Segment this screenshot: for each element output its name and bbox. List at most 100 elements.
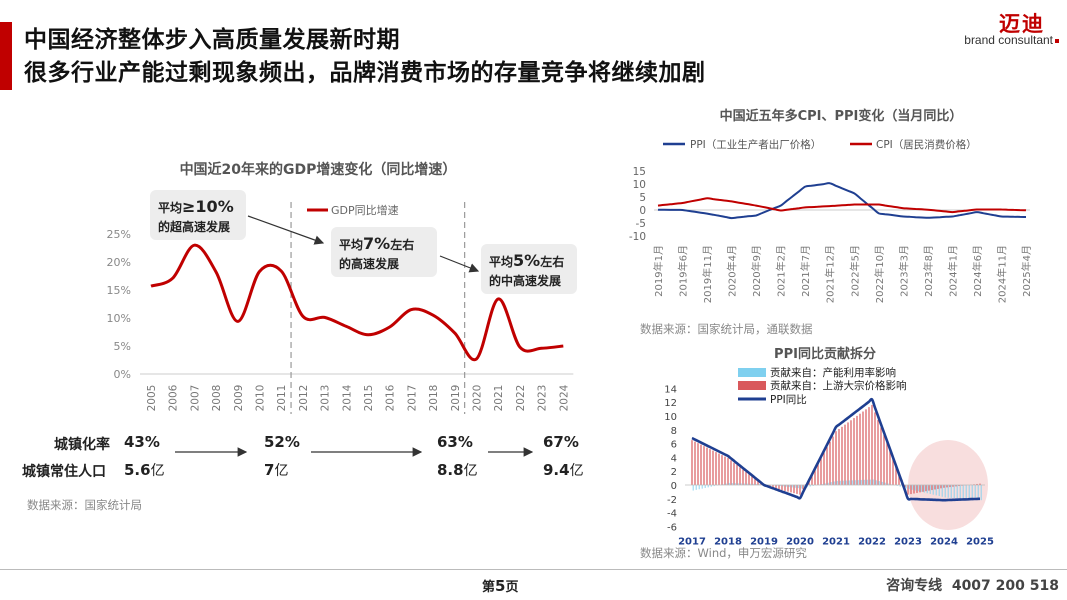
ppi-x-tick: 2021	[822, 536, 850, 547]
upstream-bar	[739, 467, 741, 485]
capacity-bar	[965, 485, 967, 500]
capacity-bar	[845, 480, 847, 485]
upstream-bar	[907, 485, 909, 495]
cpi-y-tick: -10	[629, 231, 646, 243]
upstream-bar	[829, 441, 831, 485]
urban-pop-2012: 7亿	[264, 461, 289, 479]
ppi-y-tick: 6	[671, 440, 677, 451]
capacity-bar	[848, 480, 850, 485]
urban-rate-label: 城镇化率	[54, 437, 110, 453]
capacity-bar	[911, 485, 913, 490]
upstream-bar	[910, 485, 912, 495]
svg-text:平均5%左右: 平均5%左右	[489, 251, 564, 270]
upstream-bar	[931, 485, 933, 491]
cpi-y-tick: 0	[639, 205, 646, 217]
stats-arrows	[175, 447, 534, 457]
upstream-bar	[886, 442, 888, 485]
capacity-bar	[941, 485, 943, 497]
upstream-bar	[751, 476, 753, 485]
upstream-bar	[847, 422, 849, 485]
capacity-bar	[923, 485, 925, 493]
gdp-x-tick: 2018	[428, 385, 440, 412]
cpi-y-tick: 5	[639, 192, 646, 204]
capacity-bar	[833, 481, 835, 485]
urban-rate-2020: 63%	[437, 433, 473, 451]
upstream-bar	[730, 460, 732, 485]
upstream-bar	[868, 407, 870, 485]
upstream-bar	[952, 485, 954, 487]
capacity-bar	[791, 485, 793, 488]
upstream-bar	[790, 485, 792, 493]
capacity-bar	[860, 479, 862, 485]
svg-text:平均7%左右: 平均7%左右	[339, 234, 414, 253]
gdp-source: 数据来源：国家统计局	[27, 498, 142, 512]
cpi-legend-cpi: CPI（居民消费价格）	[876, 138, 977, 151]
upstream-bar	[757, 481, 759, 485]
urban-pop-label: 城镇常住人口	[22, 464, 106, 480]
capacity-bar	[746, 483, 748, 485]
ppi-x-tick: 2025	[966, 536, 994, 547]
upstream-bar	[691, 440, 693, 485]
upstream-bar	[703, 446, 705, 485]
upstream-bar	[754, 478, 756, 485]
capacity-bar	[980, 485, 982, 501]
capacity-bar	[701, 485, 703, 489]
hotline: 咨询专线 4007 200 518	[886, 578, 1059, 594]
gdp-y-tick: 5%	[114, 340, 131, 353]
urban-pop-2024: 9.4亿	[543, 461, 584, 479]
ppi-series-line	[657, 182, 1027, 220]
capacity-bar	[821, 484, 823, 485]
upstream-bar	[820, 457, 822, 485]
cpi-y-tick: -5	[636, 218, 646, 230]
upstream-bar	[880, 427, 882, 485]
upstream-bar	[889, 449, 891, 485]
upstream-bar	[736, 464, 738, 485]
gdp-x-tick: 2006	[168, 384, 180, 411]
upstream-bar	[925, 485, 927, 492]
capacity-bar	[914, 485, 916, 491]
gdp-y-tick: 20%	[107, 256, 131, 269]
gdp-chart: 中国近20年来的GDP增速变化（同比增速） GDP同比增速 0% 5% 10% 15%…	[107, 161, 577, 414]
capacity-bar	[872, 479, 874, 485]
svg-text:的高速发展: 的高速发展	[339, 256, 399, 271]
page-title-line1: 中国经济整体步入高质量发展新时期	[24, 27, 400, 53]
gdp-x-tick: 2017	[406, 385, 418, 412]
cpi-ppi-chart: 中国近五年多CPI、PPI变化（当月同比） PPI（工业生产者出厂价格） CPI（…	[629, 108, 1033, 303]
capacity-bar	[884, 482, 886, 485]
ppi-x-tick: 2023	[894, 536, 922, 547]
svg-text:的超高速发展: 的超高速发展	[158, 219, 230, 234]
cpi-x-tick: 2024年6月	[971, 245, 984, 297]
capacity-bar	[953, 485, 955, 499]
svg-text:平均≥10%: 平均≥10%	[158, 197, 234, 216]
capacity-bar	[728, 482, 730, 485]
capacity-bar	[704, 485, 706, 488]
page-title-line2: 很多行业产能过剩现象频出，品牌消费市场的存量竞争将继续加剧	[24, 60, 706, 86]
capacity-bar	[866, 479, 868, 485]
capacity-bar	[788, 485, 790, 488]
gdp-x-tick: 2011	[276, 385, 288, 412]
callout-box-1: 平均≥10% 的超高速发展	[150, 190, 246, 240]
ppi-y-tick: 2	[671, 467, 677, 478]
upstream-bar	[856, 415, 858, 485]
upstream-bar	[865, 409, 867, 485]
upstream-bar	[793, 485, 795, 494]
gdp-x-tick: 2016	[385, 384, 397, 411]
capacity-bar	[794, 485, 796, 488]
capacity-bar	[734, 483, 736, 485]
gdp-x-tick: 2008	[211, 385, 223, 412]
upstream-bar	[787, 485, 789, 492]
cpi-x-tick: 2019年11月	[701, 245, 714, 303]
capacity-bar	[731, 483, 733, 485]
cpi-x-tick: 2025年4月	[1020, 245, 1033, 297]
gdp-x-tick: 2010	[255, 385, 267, 412]
capacity-bar	[800, 485, 802, 489]
upstream-bar	[811, 473, 813, 485]
capacity-bar	[707, 485, 709, 488]
gdp-chart-title: 中国近20年来的GDP增速变化（同比增速）	[180, 161, 457, 178]
upstream-bar	[940, 485, 942, 489]
gdp-x-tick: 2023	[537, 385, 549, 412]
capacity-bar	[926, 485, 928, 494]
